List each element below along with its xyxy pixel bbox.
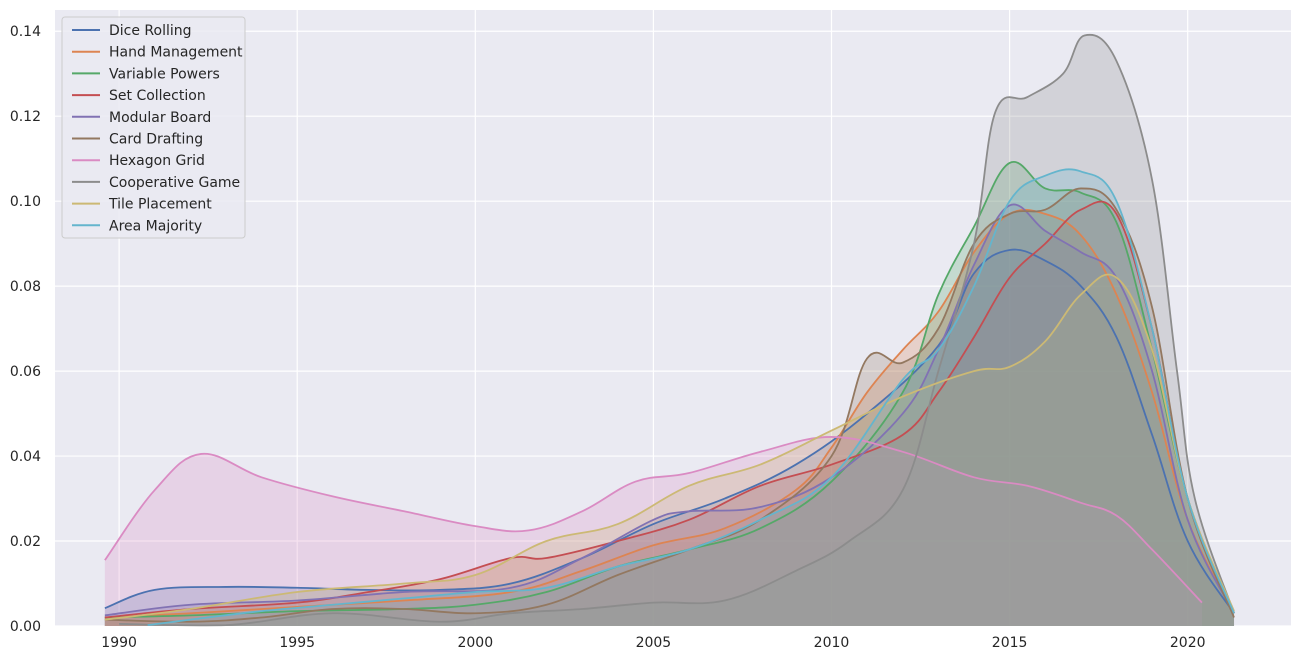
legend-label-hand-management: Hand Management bbox=[109, 45, 243, 61]
line-tile-placement bbox=[104, 273, 1235, 621]
y-tick-label: 0.10 bbox=[10, 194, 41, 210]
area-set-collection bbox=[104, 201, 1235, 626]
line-set-collection bbox=[104, 200, 1235, 619]
y-tick-label: 0.02 bbox=[10, 534, 41, 550]
x-tick-label: 2000 bbox=[457, 635, 493, 651]
x-tick-label: 2020 bbox=[1170, 635, 1206, 651]
area-card-drafting bbox=[104, 188, 1235, 627]
y-tick-label: 0.00 bbox=[10, 619, 41, 635]
legend-label-card-drafting: Card Drafting bbox=[109, 132, 203, 148]
grid bbox=[55, 10, 1291, 627]
x-tick-label: 2010 bbox=[814, 635, 850, 651]
legend-label-modular-board: Modular Board bbox=[109, 110, 211, 126]
x-tick-label: 1990 bbox=[101, 635, 137, 651]
series-areas bbox=[104, 34, 1235, 627]
y-tick-label: 0.06 bbox=[10, 364, 41, 380]
area-dice-rolling bbox=[104, 249, 1235, 626]
line-area-majority bbox=[147, 168, 1235, 627]
legend: Dice Rolling Hand Management Variable Powe… bbox=[61, 16, 246, 239]
line-card-drafting bbox=[104, 187, 1235, 623]
area-cooperative-game bbox=[119, 34, 1235, 626]
area-area-majority bbox=[147, 169, 1235, 626]
area-hand-management bbox=[104, 209, 1235, 626]
legend-label-hexagon-grid: Hexagon Grid bbox=[109, 153, 205, 169]
y-tick-label: 0.14 bbox=[10, 24, 41, 40]
line-hexagon-grid bbox=[104, 436, 1203, 604]
x-tick-label: 1995 bbox=[279, 635, 315, 651]
area-modular-board bbox=[104, 204, 1235, 627]
x-axis: 1990 1995 2000 2005 2010 2015 2020 bbox=[101, 635, 1205, 651]
legend-label-set-collection: Set Collection bbox=[109, 88, 206, 104]
legend-label-cooperative-game: Cooperative Game bbox=[109, 175, 240, 191]
x-tick-label: 2005 bbox=[636, 635, 672, 651]
x-tick-label: 2015 bbox=[992, 635, 1028, 651]
series-lines bbox=[104, 33, 1235, 627]
y-tick-label: 0.08 bbox=[10, 279, 41, 295]
legend-label-dice-rolling: Dice Rolling bbox=[109, 23, 192, 39]
y-tick-label: 0.12 bbox=[10, 109, 41, 125]
line-modular-board bbox=[104, 203, 1235, 617]
line-hand-management bbox=[104, 208, 1235, 619]
legend-label-tile-placement: Tile Placement bbox=[108, 197, 212, 213]
legend-box bbox=[61, 16, 246, 239]
plot-background bbox=[55, 10, 1291, 626]
y-axis: 0.00 0.02 0.04 0.06 0.08 0.10 0.12 0.14 bbox=[10, 24, 41, 635]
area-tile-placement bbox=[104, 274, 1235, 626]
area-variable-powers bbox=[104, 161, 1235, 627]
legend-label-variable-powers: Variable Powers bbox=[109, 66, 220, 82]
line-cooperative-game bbox=[119, 33, 1235, 627]
legend-label-area-majority: Area Majority bbox=[109, 218, 202, 234]
y-tick-label: 0.04 bbox=[10, 449, 41, 465]
